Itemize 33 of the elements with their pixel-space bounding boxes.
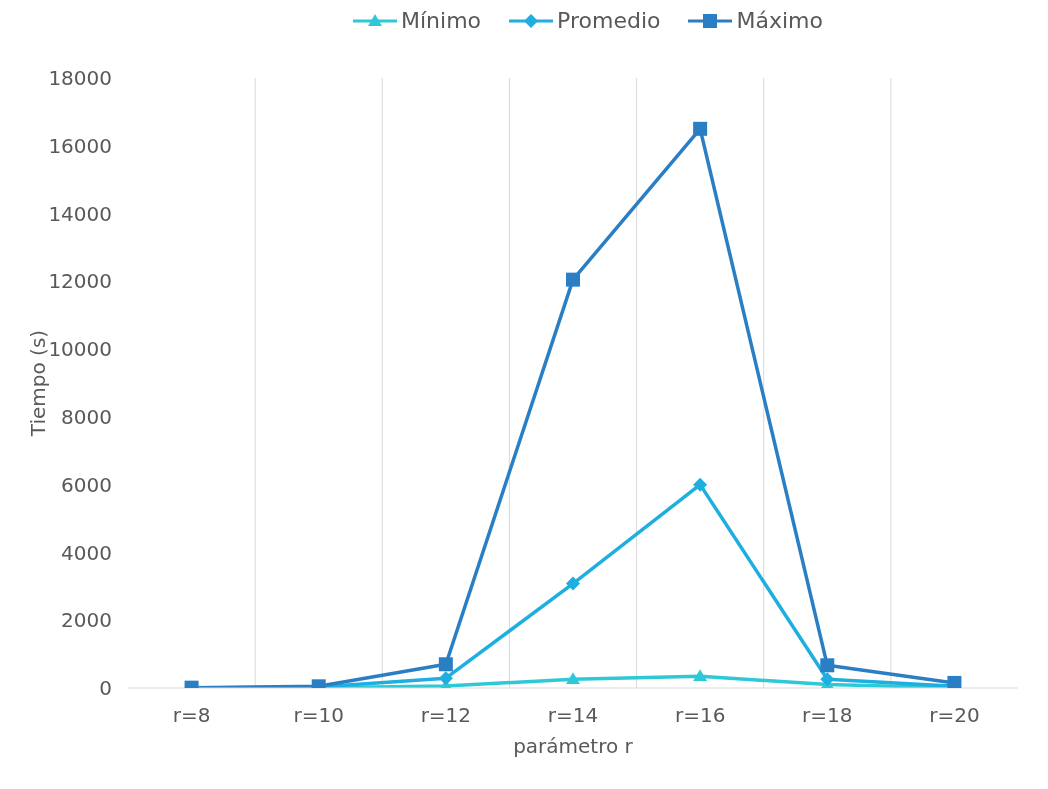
legend-label: Promedio [557, 8, 661, 33]
y-tick-label: 10000 [48, 337, 112, 362]
y-tick-label: 8000 [61, 404, 112, 429]
y-tick-label: 16000 [48, 133, 112, 158]
point [820, 672, 835, 687]
point [947, 675, 962, 688]
legend-label: Mínimo [401, 8, 482, 33]
y-tick-label: 6000 [61, 472, 112, 497]
x-tick-label: r=8 [172, 703, 211, 728]
x-tick-label: r=10 [293, 703, 344, 728]
x-tick-label: r=20 [929, 703, 980, 728]
x-axis-title: parámetro r [513, 734, 634, 758]
x-tick-label: r=12 [420, 703, 472, 728]
y-tick-label: 2000 [61, 608, 112, 633]
point [438, 671, 453, 686]
x-tick-label: r=16 [674, 703, 726, 728]
x-tick-label: r=14 [547, 703, 599, 728]
point [566, 272, 580, 287]
y-axis-title: Tiempo (s) [26, 329, 51, 438]
legend-label: Máximo [736, 8, 823, 33]
x-tick-label: r=18 [802, 703, 853, 728]
y-tick-label: 12000 [48, 269, 112, 294]
point [693, 121, 708, 136]
point [566, 576, 580, 591]
y-tick-label: 0 [99, 676, 112, 701]
point [566, 672, 580, 685]
y-tick-label: 18000 [48, 66, 112, 91]
point [820, 658, 835, 673]
y-tick-label: 4000 [61, 540, 112, 565]
point [438, 657, 453, 672]
point [693, 669, 708, 682]
point [693, 477, 708, 492]
y-tick-label: 14000 [48, 201, 112, 226]
